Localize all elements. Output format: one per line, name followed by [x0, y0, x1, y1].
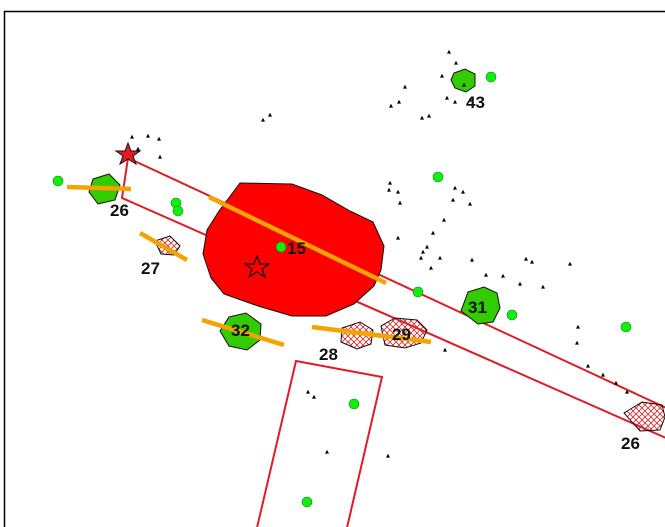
triangle-icon	[306, 389, 310, 394]
corridor-diagonal	[120, 156, 665, 439]
triangle-icon	[443, 347, 447, 352]
triangle-icon	[470, 257, 474, 262]
triangle-icon	[461, 189, 465, 194]
circle-dot-icon	[301, 496, 313, 508]
label-43: 43	[466, 93, 485, 112]
label-32: 32	[231, 321, 250, 340]
hatched-patch-28	[340, 321, 374, 350]
triangle-icon	[447, 49, 451, 54]
orange-line	[208, 194, 387, 286]
label-28: 28	[319, 345, 338, 364]
triangle-icon	[419, 255, 423, 260]
triangle-icon	[468, 97, 472, 102]
orange-line	[311, 324, 432, 345]
circle-dot-icon	[432, 171, 444, 183]
circle-dot-icon	[485, 71, 497, 83]
orange-line	[66, 184, 132, 192]
triangle-icon	[518, 281, 522, 286]
triangle-icon	[146, 133, 150, 138]
triangle-icon	[614, 380, 618, 385]
triangle-icon	[396, 189, 400, 194]
triangle-icon	[575, 340, 579, 345]
label-26-left: 26	[110, 201, 129, 220]
triangle-icon	[625, 389, 629, 394]
orange-line-layer	[66, 184, 432, 348]
triangle-icon	[396, 235, 400, 240]
green-patch-43	[450, 68, 476, 93]
label-15: 15	[287, 239, 306, 258]
triangle-icon	[576, 324, 580, 329]
triangle-icon	[387, 187, 391, 192]
circle-dot-icon	[620, 321, 632, 333]
triangle-icon	[421, 249, 425, 254]
triangle-icon	[440, 73, 444, 78]
label-26-right: 26	[621, 434, 640, 453]
triangle-icon	[586, 363, 590, 368]
triangle-icon	[157, 136, 161, 141]
triangle-icon	[541, 284, 545, 289]
triangle-icon	[325, 449, 329, 454]
triangle-icon	[389, 103, 393, 108]
triangle-icon	[445, 95, 449, 100]
circle-dot-icon	[412, 286, 424, 298]
circle-dot-icon	[348, 398, 360, 410]
label-31: 31	[468, 298, 487, 317]
label-29: 29	[392, 325, 411, 344]
triangle-icon	[530, 259, 534, 264]
triangle-icon	[261, 117, 265, 122]
triangle-icon	[568, 261, 572, 266]
triangle-icon	[136, 146, 140, 151]
circle-dot-icon	[172, 205, 184, 217]
triangle-icon	[397, 99, 401, 104]
triangle-icon	[438, 255, 442, 260]
triangle-icon	[130, 134, 134, 139]
triangle-icon	[442, 217, 446, 222]
label-27: 27	[141, 259, 160, 278]
triangle-icon	[420, 115, 424, 120]
triangle-icon	[501, 273, 505, 278]
triangle-icon	[312, 394, 316, 399]
map-frame	[3, 10, 665, 527]
triangle-icon	[268, 112, 272, 117]
hatched-patch-26-right	[623, 401, 665, 432]
circle-dot-icon	[275, 241, 287, 253]
sensor-layer	[52, 71, 632, 508]
circle-dot-icon	[52, 175, 64, 187]
corridor-vertical	[256, 359, 384, 527]
triangle-icon	[425, 244, 429, 249]
triangle-icon	[462, 82, 466, 87]
triangle-icon	[524, 256, 528, 261]
triangle-icon	[453, 185, 457, 190]
star-icon-outline	[243, 254, 271, 279]
triangle-icon	[158, 154, 162, 159]
circle-dot-icon	[506, 309, 518, 321]
triangle-icon	[453, 99, 457, 104]
green-patch-31	[460, 286, 501, 325]
triangle-icon	[429, 265, 433, 270]
triangle-icon	[468, 201, 472, 206]
triangle-icon	[388, 180, 392, 185]
triangle-icon	[484, 272, 488, 277]
triangle-icon	[403, 84, 407, 89]
triangle-icon	[601, 372, 605, 377]
star-icon-filled	[114, 141, 142, 166]
triangle-icon	[451, 197, 455, 202]
triangle-icon	[398, 200, 402, 205]
orange-line	[138, 231, 189, 262]
tree-marker-layer	[130, 49, 629, 458]
triangle-icon	[454, 60, 458, 65]
triangle-icon	[431, 230, 435, 235]
triangle-icon	[386, 453, 390, 458]
triangle-icon	[427, 113, 431, 118]
orange-line	[201, 317, 285, 348]
